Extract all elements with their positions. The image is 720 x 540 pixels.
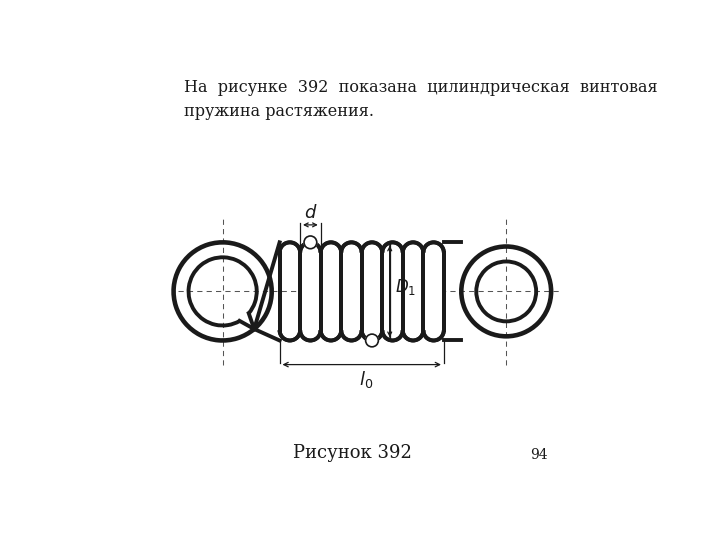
Polygon shape	[300, 253, 320, 330]
Circle shape	[304, 236, 317, 249]
Polygon shape	[321, 253, 341, 330]
Polygon shape	[403, 253, 423, 330]
Text: $D_1$: $D_1$	[395, 277, 416, 297]
Text: $l_0$: $l_0$	[359, 369, 373, 390]
Circle shape	[366, 334, 378, 347]
Text: Рисунок 392: Рисунок 392	[293, 444, 412, 462]
Polygon shape	[424, 253, 444, 330]
Polygon shape	[362, 253, 382, 330]
Text: На  рисунке  392  показана  цилиндрическая  винтовая
пружина растяжения.: На рисунке 392 показана цилиндрическая в…	[184, 79, 657, 120]
Polygon shape	[382, 253, 402, 330]
Text: $d$: $d$	[304, 204, 317, 221]
Text: 94: 94	[530, 448, 548, 462]
Polygon shape	[341, 253, 361, 330]
